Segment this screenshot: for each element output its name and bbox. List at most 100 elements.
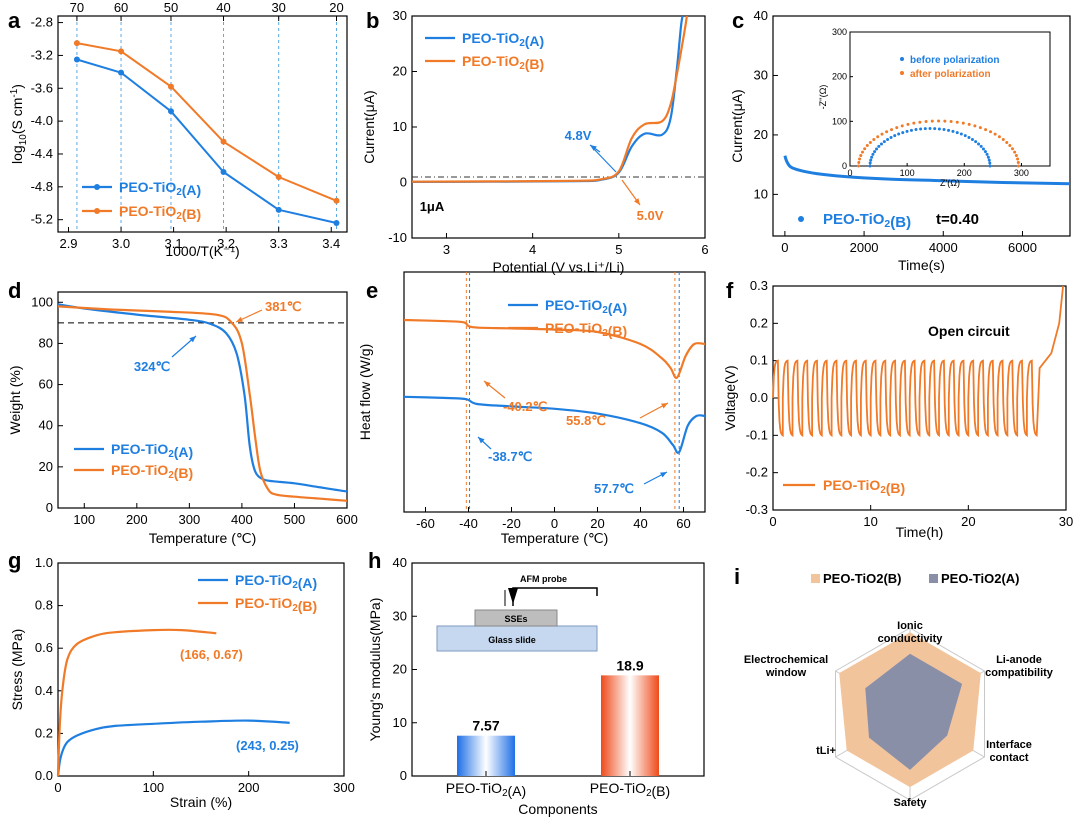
inset-data-point bbox=[912, 121, 916, 125]
legend-marker bbox=[798, 216, 804, 222]
inset-data-point bbox=[987, 158, 991, 162]
legend-label: PEO-TiO2(B) bbox=[235, 595, 317, 614]
legend-swatch bbox=[811, 574, 820, 583]
annotation-point-a: (243, 0.25) bbox=[236, 738, 299, 753]
legend-label: PEO-TiO2(A) bbox=[462, 30, 544, 49]
annotation-td-b: 381℃ bbox=[265, 299, 301, 314]
inset-data-point bbox=[1013, 150, 1017, 154]
y-tick-label: 0.0 bbox=[35, 768, 53, 783]
inset-data-point bbox=[914, 128, 918, 132]
panel-g: 0 100 200 300 0.0 0.2 0.4 0.6 0.8 1.0 PEO-TiO2(A) P… bbox=[9, 555, 355, 810]
data-point bbox=[333, 197, 340, 204]
top-tick-label: 20 bbox=[329, 0, 343, 15]
annotation-point-b: (166, 0.67) bbox=[180, 647, 243, 662]
inset-data-point bbox=[901, 131, 905, 135]
annotation-tm-a: 57.7℃ bbox=[594, 481, 634, 496]
annotation-onset-a: 4.8V bbox=[565, 128, 592, 143]
inset-x-tick-label: 200 bbox=[957, 168, 972, 178]
x-tick-label: 600 bbox=[336, 512, 358, 527]
x-tick-label: 40 bbox=[633, 516, 647, 531]
legend-label: PEO-TiO2(B) bbox=[823, 571, 902, 586]
y-tick-label: 20 bbox=[393, 64, 407, 79]
y-axis-label: Current(μA) bbox=[729, 89, 745, 162]
inset-data-point bbox=[909, 128, 913, 132]
top-tick-label: 70 bbox=[70, 0, 84, 15]
inset-data-point bbox=[988, 164, 992, 168]
x-axis-label: Components bbox=[518, 801, 597, 817]
series-line bbox=[76, 42, 337, 202]
inset-data-point bbox=[943, 119, 947, 123]
inset-data-point bbox=[1001, 138, 1005, 142]
y-tick-label: -0.2 bbox=[746, 465, 768, 480]
y-tick-label: -4.4 bbox=[31, 146, 53, 161]
inset-data-point bbox=[868, 140, 872, 144]
inset-y-tick-label: 300 bbox=[832, 27, 847, 37]
afm-cantilever bbox=[512, 587, 598, 606]
radar-axis-label: tLi+ bbox=[816, 745, 836, 757]
panel-d: 100 200 300 400 500 600 0 20 40 60 80 100 PEO-TiO2(A… bbox=[7, 291, 358, 546]
x-axis-label: 1000/T(K⁻¹) bbox=[165, 243, 239, 259]
x-tick-label: 100 bbox=[142, 780, 164, 795]
x-tick-label: 6 bbox=[701, 242, 708, 257]
top-tick-label: 40 bbox=[216, 0, 230, 15]
x-axis-label: Time(h) bbox=[896, 524, 944, 540]
inset-legend-marker bbox=[900, 71, 904, 75]
x-tick-label: -20 bbox=[502, 516, 521, 531]
y-tick-label: 0.2 bbox=[750, 315, 768, 330]
panel-f: 0 10 20 30 -0.3 -0.2 -0.1 0.0 0.1 0.2 0.3 Open circ… bbox=[722, 278, 1073, 540]
inset-data-point bbox=[1014, 153, 1018, 157]
sample-film bbox=[474, 609, 558, 627]
inset-data-point bbox=[870, 155, 874, 159]
legend-label: PEO-TiO2(A) bbox=[545, 297, 627, 316]
annotation-scale: 1μA bbox=[420, 199, 445, 214]
y-tick-label: 10 bbox=[393, 715, 407, 730]
panel-h: 0 10 20 30 40 7.57 PEO-TiO2(A) 18.9 PEO-TiO2(B) C… bbox=[367, 555, 705, 817]
inset-data-point bbox=[949, 120, 953, 124]
inset-x-tick-label: 0 bbox=[847, 168, 852, 178]
y-tick-label: 60 bbox=[39, 377, 53, 392]
x-axis-label: Temperature (℃) bbox=[149, 530, 257, 546]
series-line bbox=[57, 305, 348, 502]
inset-data-point bbox=[880, 132, 884, 136]
inset-data-point bbox=[974, 140, 978, 144]
annotation-arrowhead bbox=[236, 316, 243, 322]
annotation-td-a: 324℃ bbox=[134, 359, 170, 374]
x-tick-label: 20 bbox=[590, 516, 604, 531]
inset-data-point bbox=[863, 147, 867, 151]
inset-data-point bbox=[970, 137, 974, 141]
y-tick-label: 100 bbox=[31, 294, 53, 309]
series-line bbox=[56, 628, 217, 777]
panel-letter-a: a bbox=[8, 8, 21, 33]
y-tick-label: -4.8 bbox=[31, 179, 53, 194]
data-point bbox=[220, 138, 227, 145]
inset-data-point bbox=[885, 130, 889, 134]
afm-tip bbox=[508, 588, 518, 604]
data-point bbox=[118, 48, 125, 55]
inset-data-point bbox=[879, 142, 883, 146]
inset-data-point bbox=[868, 161, 872, 165]
legend-label: PEO-TiO2(B) bbox=[119, 203, 201, 222]
y-axis-label: Weight (%) bbox=[7, 366, 23, 435]
inset-data-point bbox=[875, 147, 879, 151]
inset-label-probe: AFM probe bbox=[520, 574, 567, 584]
inset-x-axis-label: Z'(Ω) bbox=[940, 178, 960, 188]
inset-data-point bbox=[865, 144, 869, 148]
series-line bbox=[57, 303, 348, 493]
radar-axis-label: Interface bbox=[986, 739, 1032, 751]
inset-data-point bbox=[933, 127, 937, 131]
inset-data-point bbox=[937, 119, 941, 123]
inset-data-point bbox=[978, 126, 982, 130]
inset-data-point bbox=[963, 134, 967, 138]
panel-a: 70 60 50 40 30 20 2.9 3.0 3.1 3.2 3.3 3.4 -2.8 -3.2 -3… bbox=[9, 0, 348, 259]
annotation-arrow bbox=[591, 146, 617, 173]
inset-y-tick-label: 200 bbox=[832, 72, 847, 82]
inset-data-point bbox=[897, 132, 901, 136]
x-tick-label: 3 bbox=[443, 242, 450, 257]
top-tick-label: 50 bbox=[164, 0, 178, 15]
y-axis-label: Current(μA) bbox=[361, 90, 377, 163]
series-line bbox=[411, 15, 684, 183]
inset-data-point bbox=[890, 128, 894, 132]
inset-data-point bbox=[993, 132, 997, 136]
data-point bbox=[275, 173, 282, 180]
